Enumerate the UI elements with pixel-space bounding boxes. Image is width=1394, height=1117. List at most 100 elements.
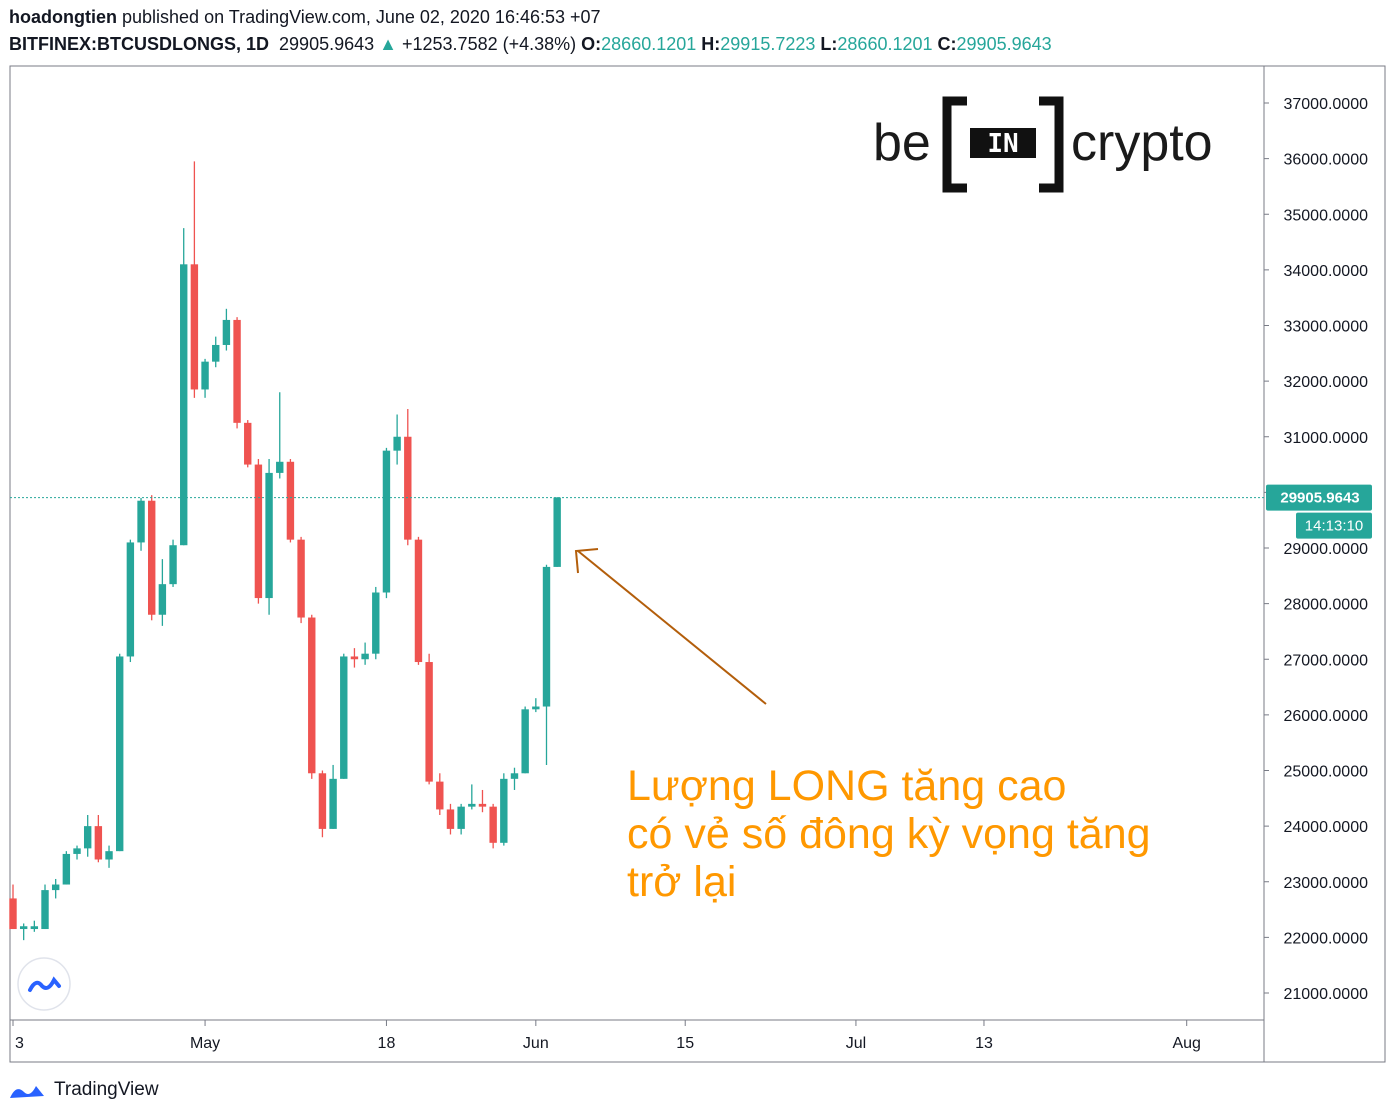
candle[interactable]	[436, 773, 444, 815]
candle[interactable]	[276, 392, 284, 479]
candle[interactable]	[361, 642, 369, 665]
high-label: H:	[701, 34, 721, 54]
beincrypto-logo: be IN crypto	[873, 96, 1213, 193]
candle-body	[542, 566, 551, 707]
candle[interactable]	[329, 764, 337, 829]
candle[interactable]	[62, 851, 71, 885]
candle[interactable]	[148, 495, 156, 621]
time-axis[interactable]: 3 May 18 Jun 15 Jul 13 Aug	[12, 1020, 1201, 1052]
candle[interactable]	[158, 559, 167, 626]
candle[interactable]	[532, 698, 540, 713]
candle[interactable]	[478, 789, 487, 813]
candle[interactable]	[265, 459, 273, 615]
candle[interactable]	[212, 336, 220, 368]
candle[interactable]	[457, 803, 465, 835]
candle[interactable]	[542, 564, 551, 765]
candle[interactable]	[73, 845, 81, 860]
price-tick-label: 31000.0000	[1283, 430, 1368, 447]
candle[interactable]	[308, 614, 316, 779]
candle-body	[105, 851, 113, 860]
candle[interactable]	[468, 784, 476, 810]
candle-body	[382, 450, 391, 593]
price-tick-label: 35000.0000	[1283, 207, 1368, 224]
candle[interactable]	[180, 228, 188, 546]
candle[interactable]	[41, 884, 49, 930]
candle[interactable]	[244, 420, 252, 468]
candle[interactable]	[19, 923, 28, 941]
candle[interactable]	[372, 586, 380, 660]
candle[interactable]	[30, 920, 39, 932]
candle-body	[158, 584, 167, 615]
candle-body	[254, 464, 263, 599]
low-value: 28660.1201	[837, 34, 933, 54]
candle[interactable]	[521, 706, 529, 774]
annotation-arrow	[574, 548, 767, 705]
candle[interactable]	[169, 539, 177, 587]
candle-body	[51, 884, 60, 891]
price-tag-value: 29905.9643	[1280, 490, 1359, 507]
candle[interactable]	[116, 653, 124, 852]
candle[interactable]	[350, 648, 359, 668]
candle-body	[308, 617, 316, 774]
time-tick-label: 3	[15, 1035, 24, 1052]
logo-right-text: crypto	[1071, 114, 1213, 172]
candle-body	[361, 653, 369, 660]
candle-body	[350, 656, 359, 660]
annotation-line-3: trở lại	[627, 858, 736, 906]
time-tick-label: May	[190, 1035, 220, 1052]
candle[interactable]	[510, 767, 519, 790]
candle[interactable]	[254, 459, 263, 604]
candle-body	[340, 656, 348, 779]
change-up-icon: ▲	[379, 34, 397, 54]
candle-body	[126, 542, 135, 657]
chart-header-line1: hoadongtien published on TradingView.com…	[9, 7, 601, 28]
price-tick-label: 23000.0000	[1283, 875, 1368, 892]
time-tick-label: Aug	[1172, 1035, 1200, 1052]
price-tick-label: 37000.0000	[1283, 96, 1368, 113]
tradingview-watermark-icon[interactable]	[17, 957, 71, 1011]
candle[interactable]	[137, 497, 145, 551]
candle-body	[500, 778, 508, 843]
candle[interactable]	[126, 539, 135, 663]
candle[interactable]	[404, 408, 412, 546]
candle[interactable]	[500, 773, 508, 846]
candle-body	[244, 422, 252, 465]
candle[interactable]	[9, 884, 17, 930]
candle-body	[148, 500, 156, 615]
candle[interactable]	[553, 497, 561, 567]
candle[interactable]	[105, 845, 113, 868]
chart-frame	[9, 65, 1386, 1063]
candle[interactable]	[190, 161, 199, 398]
time-tick-label: Jul	[846, 1035, 866, 1052]
candle[interactable]	[382, 447, 391, 599]
tradingview-logo-icon	[10, 1086, 44, 1098]
candle[interactable]	[83, 815, 92, 857]
candle-body	[94, 826, 103, 860]
price-tick-label: 33000.0000	[1283, 319, 1368, 336]
candle[interactable]	[393, 414, 401, 465]
author-name[interactable]: hoadongtien	[9, 7, 117, 27]
candle[interactable]	[222, 308, 231, 351]
candle[interactable]	[297, 536, 305, 624]
high-value: 29915.7223	[720, 34, 816, 54]
candle[interactable]	[425, 653, 433, 785]
candle-body	[404, 436, 412, 540]
candle[interactable]	[414, 536, 423, 665]
candle[interactable]	[446, 803, 455, 835]
candle[interactable]	[318, 770, 327, 838]
candle[interactable]	[94, 815, 103, 863]
price-axis[interactable]: 21000.0000 22000.0000 23000.0000 24000.0000…	[1264, 96, 1368, 1003]
price-tick-label: 36000.0000	[1283, 152, 1368, 169]
candle-body	[478, 803, 487, 807]
candle[interactable]	[286, 459, 295, 543]
tradingview-footer[interactable]: TradingView	[8, 1078, 159, 1102]
price-tick-label: 27000.0000	[1283, 652, 1368, 669]
candle[interactable]	[51, 878, 60, 899]
candle[interactable]	[340, 653, 348, 779]
candle[interactable]	[233, 317, 241, 429]
candle[interactable]	[201, 358, 209, 398]
candle-body	[265, 472, 273, 599]
candle[interactable]	[489, 803, 497, 849]
price-tag: 29905.9643	[1266, 484, 1372, 511]
